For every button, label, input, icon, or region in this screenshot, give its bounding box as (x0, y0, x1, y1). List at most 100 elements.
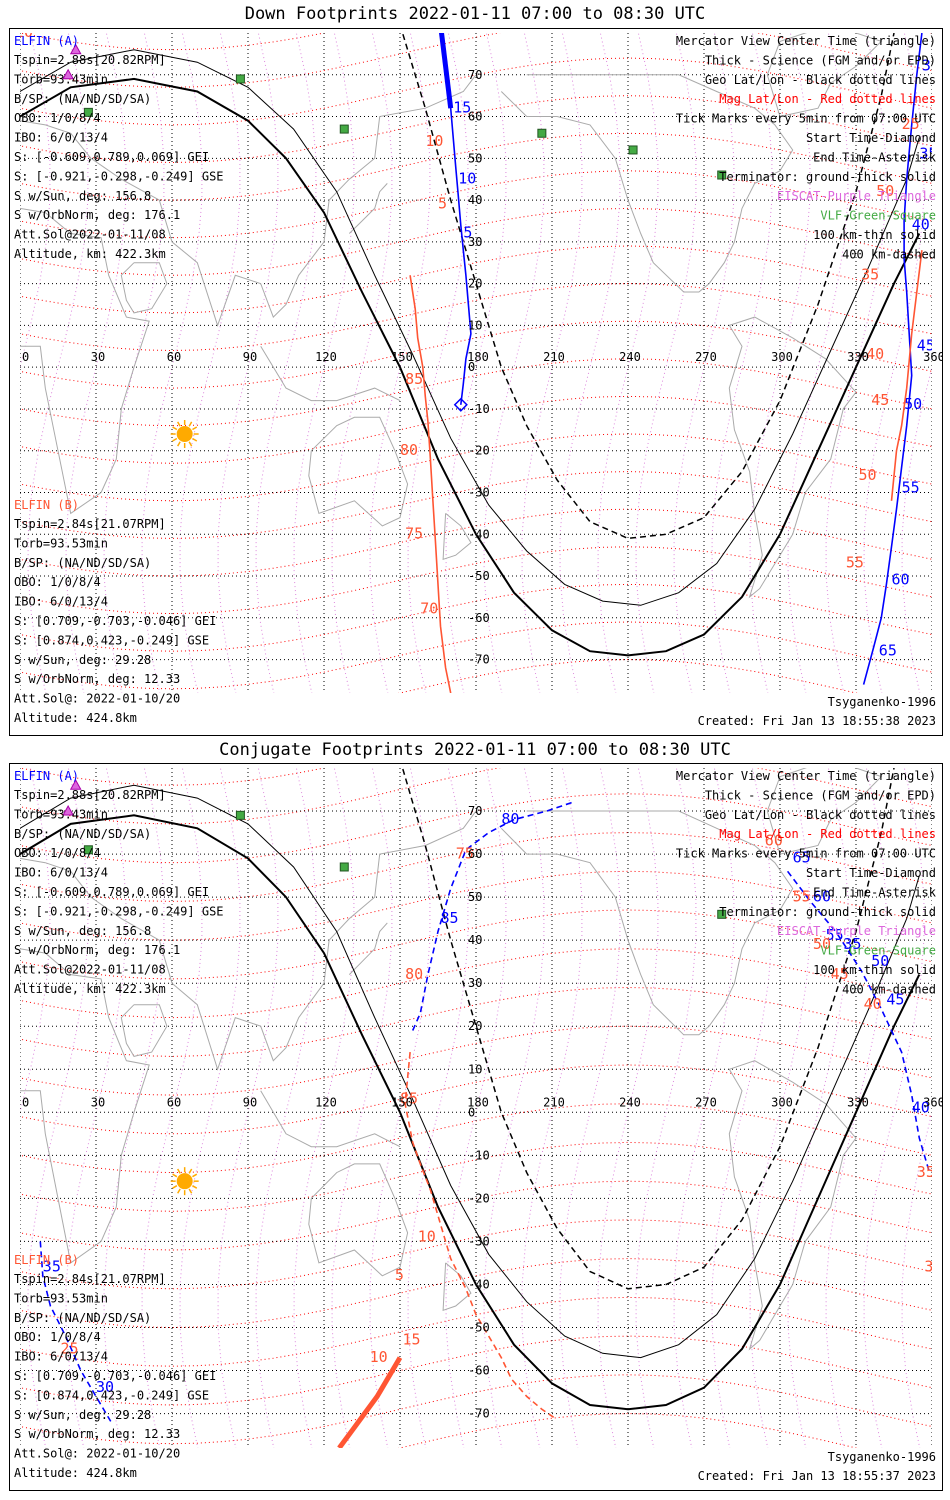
conjugate-footprints-panel: 85 80 65 60 55 35 50 45 40 35 30 10 15 5 10 85 80 75 60 55 5… (9, 763, 945, 1491)
y-tick-label: 60 (468, 847, 482, 861)
legend-line: Mercator View Center Time (triangle) (676, 34, 936, 48)
mag-lon-line (179, 33, 241, 693)
terminator-100km-line (20, 49, 920, 606)
legend-line: 100 km-thin solid (813, 963, 936, 977)
tick-label: 5 (463, 224, 472, 242)
tick-label: 85 (441, 909, 459, 927)
tick-label: 35 (919, 144, 937, 162)
mag-lon-line (483, 33, 545, 693)
tick-label: 55 (826, 926, 844, 944)
legend-line: Mag Lat/Lon - Red dotted lines (719, 92, 936, 106)
sun-ray (192, 1185, 198, 1189)
x-tick-label: 0 (22, 1095, 29, 1109)
eiscat-triangle (69, 779, 82, 790)
elfin-b-info-line: S: [0.874,0.423,-0.249] GSE (14, 633, 209, 647)
tick-label: 35 (843, 935, 861, 953)
mag-lon-line (901, 1110, 932, 1448)
tick-label: 45 (831, 965, 849, 983)
elfin-b-title: ELFIN (B) (14, 498, 79, 512)
sun-ray (177, 1168, 181, 1174)
start-diamond (453, 397, 468, 412)
sun-ray (172, 1185, 178, 1189)
tick-label: 30 (922, 57, 940, 75)
vlf-square (235, 810, 245, 820)
sun-ray (188, 421, 193, 427)
tick-label: 50 (859, 466, 877, 484)
tick-label: 60 (813, 887, 831, 905)
sun-ray (177, 1188, 181, 1194)
tick-label: 80 (405, 965, 423, 983)
tick-label: 35 (917, 1163, 935, 1181)
mag-lon-line (179, 768, 241, 1448)
vlf-square (235, 74, 245, 84)
elfin-a-info-line: OBO: 1/0/8/4 (14, 111, 101, 125)
mag-lon-line (331, 33, 393, 693)
tick-label: 80 (400, 441, 418, 459)
elfin-a-info-line: S: [-0.921,-0.298,-0.249] GSE (14, 904, 224, 918)
legend-line: Mag Lat/Lon - Red dotted lines (719, 827, 936, 841)
vlf-square (717, 170, 727, 180)
track-elfin-b-south (890, 250, 923, 501)
x-tick-label: 90 (243, 350, 257, 364)
mag-lat-line (20, 1219, 932, 1290)
elfin-b-info-line: S w/Sun, deg: 29.28 (14, 1408, 151, 1422)
vlf-square (717, 909, 727, 919)
mag-lon-line (787, 768, 849, 1448)
tick-label: 45 (917, 336, 935, 354)
legend-line: Geo Lat/Lon - Black dotted lines (705, 808, 936, 822)
sun-disc (176, 426, 193, 443)
legend-line: EISCAT-Purple Triangle (777, 189, 936, 203)
tick-label: 85 (400, 1090, 418, 1108)
tick-label: 10 (458, 169, 476, 187)
elfin-a-info-line: B/SP: (NA/ND/SD/SA) (14, 92, 151, 106)
mag-lon-line (673, 33, 735, 693)
y-tick-label: 20 (468, 277, 482, 291)
coastline (500, 810, 794, 1036)
mag-lon-line (255, 768, 317, 1448)
vlf-square (628, 145, 638, 155)
elfin-b-info-line: OBO: 1/0/8/4 (14, 1330, 101, 1344)
y-tick-label: 30 (468, 235, 482, 249)
y-tick-label: -60 (468, 611, 490, 625)
tick-label: 75 (405, 524, 423, 542)
coastline (308, 1163, 409, 1277)
x-tick-label: 330 (847, 350, 869, 364)
mag-lon-line (711, 768, 773, 1448)
elfin-b-info-line: S w/OrbNorm, deg: 12.33 (14, 672, 180, 686)
legend-line: Start Time-Diamond (806, 866, 936, 880)
sun-ray (177, 441, 181, 447)
elfin-b-info-line: Torb=93.53min (14, 536, 108, 550)
coastline (20, 207, 150, 515)
created-timestamp: Created: Fri Jan 13 18:55:38 2023 (698, 714, 936, 728)
elfin-a-info-line: B/SP: (NA/ND/SD/SA) (14, 827, 151, 841)
mag-lon-line (635, 768, 697, 1448)
x-tick-label: 0 (22, 350, 29, 364)
y-tick-label: -50 (468, 1320, 490, 1334)
mag-lon-line (407, 33, 469, 693)
down-footprints-panel: 2015105303540455055606585807570105354045… (9, 28, 945, 736)
y-tick-label: 10 (468, 318, 482, 332)
legend-line: Thick - Science (FGM and/or EPD) (705, 788, 936, 802)
terminator-400km-line (401, 33, 895, 540)
mag-lat-line (20, 832, 932, 902)
elfin-b-info-line: S w/Sun, deg: 29.28 (14, 653, 151, 667)
sun-ray (188, 1188, 193, 1194)
mag-lat-line (20, 1335, 932, 1406)
track-elfin-b (404, 1052, 555, 1419)
y-tick-label: 60 (468, 110, 482, 124)
legend-line: Mercator View Center Time (triangle) (676, 769, 936, 783)
elfin-b-info-line: OBO: 1/0/8/4 (14, 575, 101, 589)
y-tick-label: -10 (468, 402, 490, 416)
tick-label: 45 (886, 991, 904, 1009)
elfin-a-info-line: Tspin=2.88s[20.82RPM] (14, 788, 166, 802)
tick-label: 60 (765, 831, 783, 849)
y-tick-label: 30 (468, 976, 482, 990)
x-tick-label: 360 (923, 350, 942, 364)
tick-label: 20 (15, 29, 33, 41)
x-tick-label: 180 (467, 350, 489, 364)
legend-line: End Time-Asterisk (813, 150, 937, 164)
elfin-b-info-line: B/SP: (NA/ND/SD/SA) (14, 556, 151, 570)
mag-lat-line (20, 948, 932, 1019)
y-tick-label: 0 (468, 1105, 475, 1119)
vlf-square (83, 845, 93, 855)
